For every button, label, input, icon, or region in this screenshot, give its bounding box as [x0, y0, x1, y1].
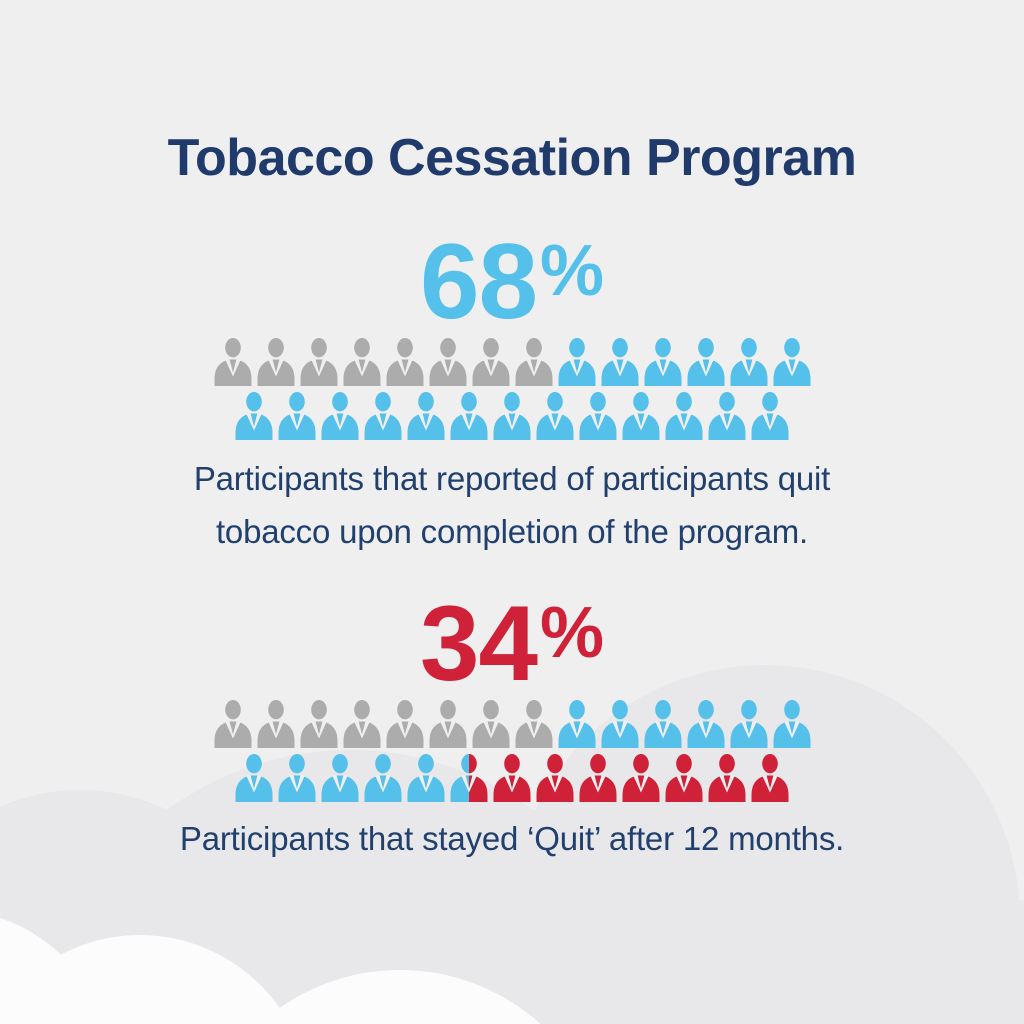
person-icon: [472, 700, 509, 748]
person-icon: [601, 338, 638, 386]
person-icon: [364, 392, 402, 440]
person-icon: [407, 754, 445, 802]
pictogram-row: [0, 338, 1024, 386]
person-icon: [493, 754, 531, 802]
stat-value-stayed-quit: 34 %: [0, 590, 1024, 697]
person-icon: [708, 392, 746, 440]
stat-value-quit-rate: 68 %: [0, 228, 1024, 335]
person-icon: [644, 700, 681, 748]
person-icon: [536, 392, 574, 440]
person-icon: [450, 392, 488, 440]
pictogram-row: [0, 754, 1024, 802]
pictogram-quit-rate: [0, 338, 1024, 446]
stat-caption-stayed-quit: Participants that stayed ‘Quit’ after 12…: [0, 812, 1024, 865]
person-icon: [665, 392, 703, 440]
person-icon: [622, 754, 660, 802]
person-icon: [343, 338, 380, 386]
person-icon: [429, 338, 466, 386]
person-icon: [773, 700, 810, 748]
page-title: Tobacco Cessation Program: [167, 129, 857, 187]
person-icon: [214, 338, 251, 386]
person-icon: [257, 338, 294, 386]
person-icon: [386, 700, 423, 748]
stat-number: 34: [419, 583, 538, 703]
person-icon: [515, 700, 552, 748]
person-icon: [472, 338, 509, 386]
person-icon: [622, 392, 660, 440]
person-icon: [558, 338, 595, 386]
person-icon: [644, 338, 681, 386]
person-icon: [407, 392, 445, 440]
person-icon: [450, 754, 488, 802]
person-icon: [235, 392, 273, 440]
person-icon: [321, 392, 359, 440]
person-icon: [278, 392, 316, 440]
person-icon: [601, 700, 638, 748]
person-icon: [730, 338, 767, 386]
person-icon: [300, 700, 337, 748]
person-icon: [364, 754, 402, 802]
person-icon: [665, 754, 703, 802]
person-icon: [536, 754, 574, 802]
person-icon: [429, 700, 466, 748]
person-icon: [579, 392, 617, 440]
person-icon: [687, 700, 724, 748]
person-icon: [515, 338, 552, 386]
caption-line: Participants that stayed ‘Quit’ after 12…: [179, 820, 845, 857]
pictogram-row: [0, 392, 1024, 440]
person-icon: [579, 754, 617, 802]
person-icon: [773, 338, 810, 386]
person-icon: [558, 700, 595, 748]
pictogram-row: [0, 700, 1024, 748]
person-icon: [386, 338, 423, 386]
person-icon: [278, 754, 316, 802]
stat-caption-quit-rate: Participants that reported of participan…: [0, 452, 1024, 558]
person-icon: [751, 754, 789, 802]
person-icon: [343, 700, 380, 748]
caption-line: Participants that reported of participan…: [193, 460, 831, 497]
person-icon: [321, 754, 359, 802]
person-icon: [730, 700, 767, 748]
stat-number: 68: [419, 221, 538, 341]
person-icon: [751, 392, 789, 440]
person-icon: [687, 338, 724, 386]
pictogram-stayed-quit: [0, 700, 1024, 808]
caption-line: tobacco upon completion of the program.: [215, 513, 809, 550]
person-icon: [493, 392, 531, 440]
percent-sign: %: [540, 231, 605, 311]
person-icon: [300, 338, 337, 386]
person-icon: [235, 754, 273, 802]
person-icon: [214, 700, 251, 748]
percent-sign: %: [540, 593, 605, 673]
person-icon: [708, 754, 746, 802]
person-icon: [257, 700, 294, 748]
